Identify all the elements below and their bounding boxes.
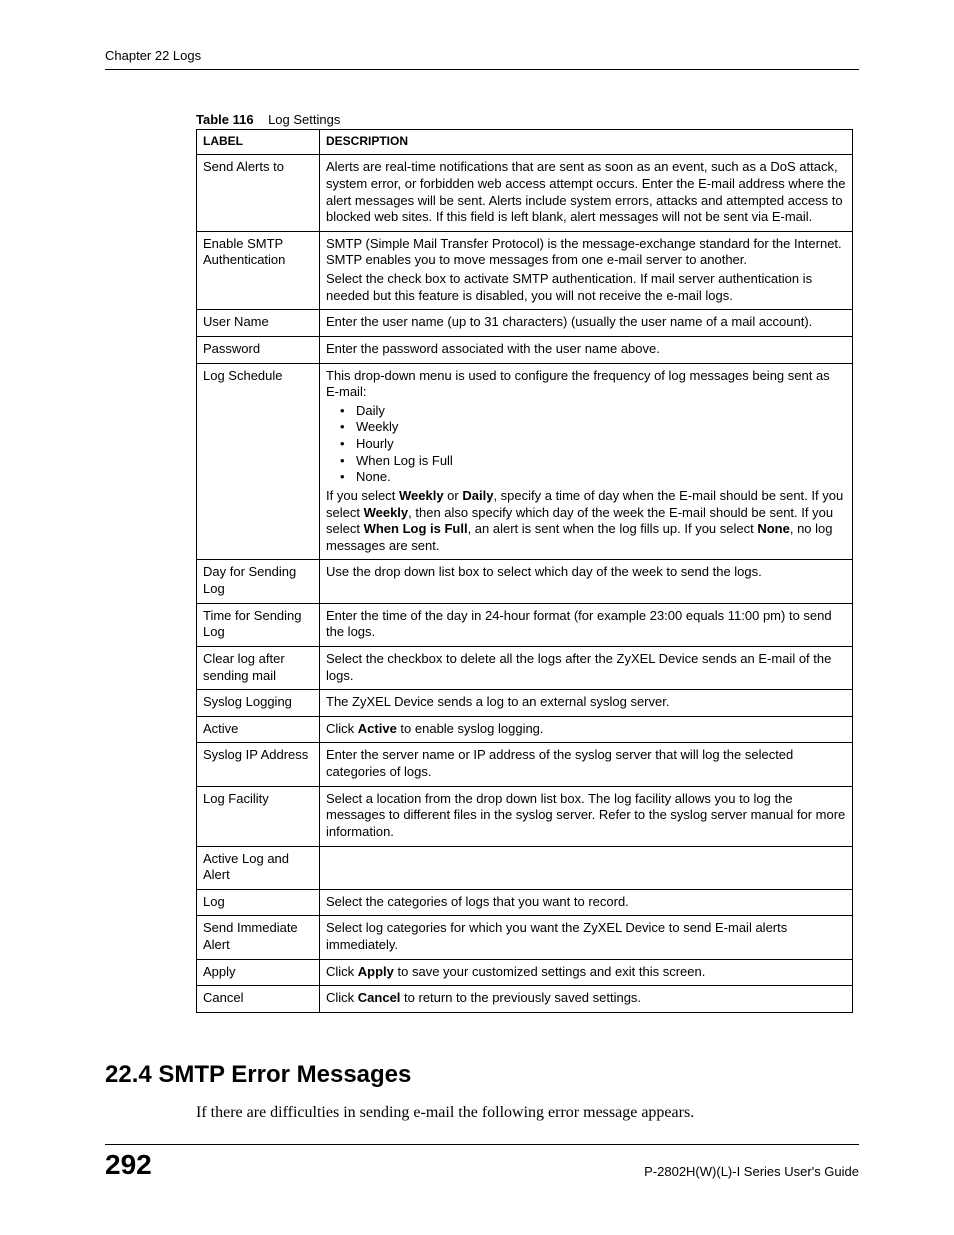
- cell-desc: Enter the password associated with the u…: [320, 336, 853, 363]
- table-row: Apply Click Apply to save your customize…: [197, 959, 853, 986]
- cell-desc: Enter the user name (up to 31 characters…: [320, 310, 853, 337]
- cell-desc: [320, 846, 853, 889]
- table-row: Log Facility Select a location from the …: [197, 786, 853, 846]
- cell-label: Enable SMTP Authentication: [197, 231, 320, 310]
- cell-label: Syslog IP Address: [197, 743, 320, 786]
- cell-label: Time for Sending Log: [197, 603, 320, 646]
- table-number: Table 116: [196, 112, 254, 127]
- log-settings-table: LABEL DESCRIPTION Send Alerts to Alerts …: [196, 129, 853, 1013]
- cell-desc: Alerts are real-time notifications that …: [320, 155, 853, 232]
- cell-label: Log Schedule: [197, 363, 320, 560]
- table-row: Syslog Logging The ZyXEL Device sends a …: [197, 690, 853, 717]
- table-row: Send Alerts to Alerts are real-time noti…: [197, 155, 853, 232]
- col-header-label: LABEL: [197, 130, 320, 155]
- cell-label: Clear log after sending mail: [197, 646, 320, 689]
- list-item: Weekly: [340, 419, 846, 436]
- cell-label: User Name: [197, 310, 320, 337]
- cell-label: Apply: [197, 959, 320, 986]
- section-body: If there are difficulties in sending e-m…: [196, 1103, 859, 1124]
- table-caption: Table 116 Log Settings: [196, 112, 859, 127]
- table-header-row: LABEL DESCRIPTION: [197, 130, 853, 155]
- cell-desc: This drop-down menu is used to configure…: [320, 363, 853, 560]
- table-row: Send Immediate Alert Select log categori…: [197, 916, 853, 959]
- log-schedule-options: Daily Weekly Hourly When Log is Full Non…: [326, 403, 846, 486]
- cell-desc: Select the categories of logs that you w…: [320, 889, 853, 916]
- cell-desc: Select log categories for which you want…: [320, 916, 853, 959]
- cell-desc: Click Cancel to return to the previously…: [320, 986, 853, 1013]
- list-item: When Log is Full: [340, 453, 846, 470]
- running-header: Chapter 22 Logs: [105, 48, 859, 70]
- table-row: Clear log after sending mail Select the …: [197, 646, 853, 689]
- desc-paragraph: SMTP (Simple Mail Transfer Protocol) is …: [326, 236, 846, 269]
- cell-desc: Enter the time of the day in 24-hour for…: [320, 603, 853, 646]
- page-number: 292: [105, 1151, 152, 1179]
- cell-label: Active: [197, 716, 320, 743]
- table-row: Log Schedule This drop-down menu is used…: [197, 363, 853, 560]
- table-row: Log Select the categories of logs that y…: [197, 889, 853, 916]
- table-row: Active Log and Alert: [197, 846, 853, 889]
- list-item: Hourly: [340, 436, 846, 453]
- page: Chapter 22 Logs Table 116 Log Settings L…: [0, 0, 954, 1235]
- table-row: Cancel Click Cancel to return to the pre…: [197, 986, 853, 1013]
- section-heading: 22.4 SMTP Error Messages: [105, 1061, 859, 1089]
- cell-desc: Click Active to enable syslog logging.: [320, 716, 853, 743]
- cell-label: Log: [197, 889, 320, 916]
- guide-name: P-2802H(W)(L)-I Series User's Guide: [644, 1164, 859, 1179]
- cell-desc: Use the drop down list box to select whi…: [320, 560, 853, 603]
- list-item: Daily: [340, 403, 846, 420]
- page-footer: 292 P-2802H(W)(L)-I Series User's Guide: [105, 1144, 859, 1179]
- table-row: Day for Sending Log Use the drop down li…: [197, 560, 853, 603]
- table-row: Active Click Active to enable syslog log…: [197, 716, 853, 743]
- table-title: Log Settings: [268, 112, 340, 127]
- desc-paragraph: Select the check box to activate SMTP au…: [326, 271, 846, 304]
- cell-label: Day for Sending Log: [197, 560, 320, 603]
- list-item: None.: [340, 469, 846, 486]
- cell-desc: Enter the server name or IP address of t…: [320, 743, 853, 786]
- cell-label: Syslog Logging: [197, 690, 320, 717]
- table-row: Password Enter the password associated w…: [197, 336, 853, 363]
- cell-desc: Select the checkbox to delete all the lo…: [320, 646, 853, 689]
- cell-label: Cancel: [197, 986, 320, 1013]
- cell-label: Send Alerts to: [197, 155, 320, 232]
- cell-label: Send Immediate Alert: [197, 916, 320, 959]
- cell-label: Active Log and Alert: [197, 846, 320, 889]
- col-header-description: DESCRIPTION: [320, 130, 853, 155]
- table-row: Syslog IP Address Enter the server name …: [197, 743, 853, 786]
- cell-desc: Select a location from the drop down lis…: [320, 786, 853, 846]
- table-row: Time for Sending Log Enter the time of t…: [197, 603, 853, 646]
- table-row: Enable SMTP Authentication SMTP (Simple …: [197, 231, 853, 310]
- cell-desc: SMTP (Simple Mail Transfer Protocol) is …: [320, 231, 853, 310]
- desc-paragraph: This drop-down menu is used to configure…: [326, 368, 846, 401]
- table-row: User Name Enter the user name (up to 31 …: [197, 310, 853, 337]
- cell-desc: The ZyXEL Device sends a log to an exter…: [320, 690, 853, 717]
- desc-paragraph: If you select Weekly or Daily, specify a…: [326, 488, 846, 555]
- cell-desc: Click Apply to save your customized sett…: [320, 959, 853, 986]
- cell-label: Password: [197, 336, 320, 363]
- cell-label: Log Facility: [197, 786, 320, 846]
